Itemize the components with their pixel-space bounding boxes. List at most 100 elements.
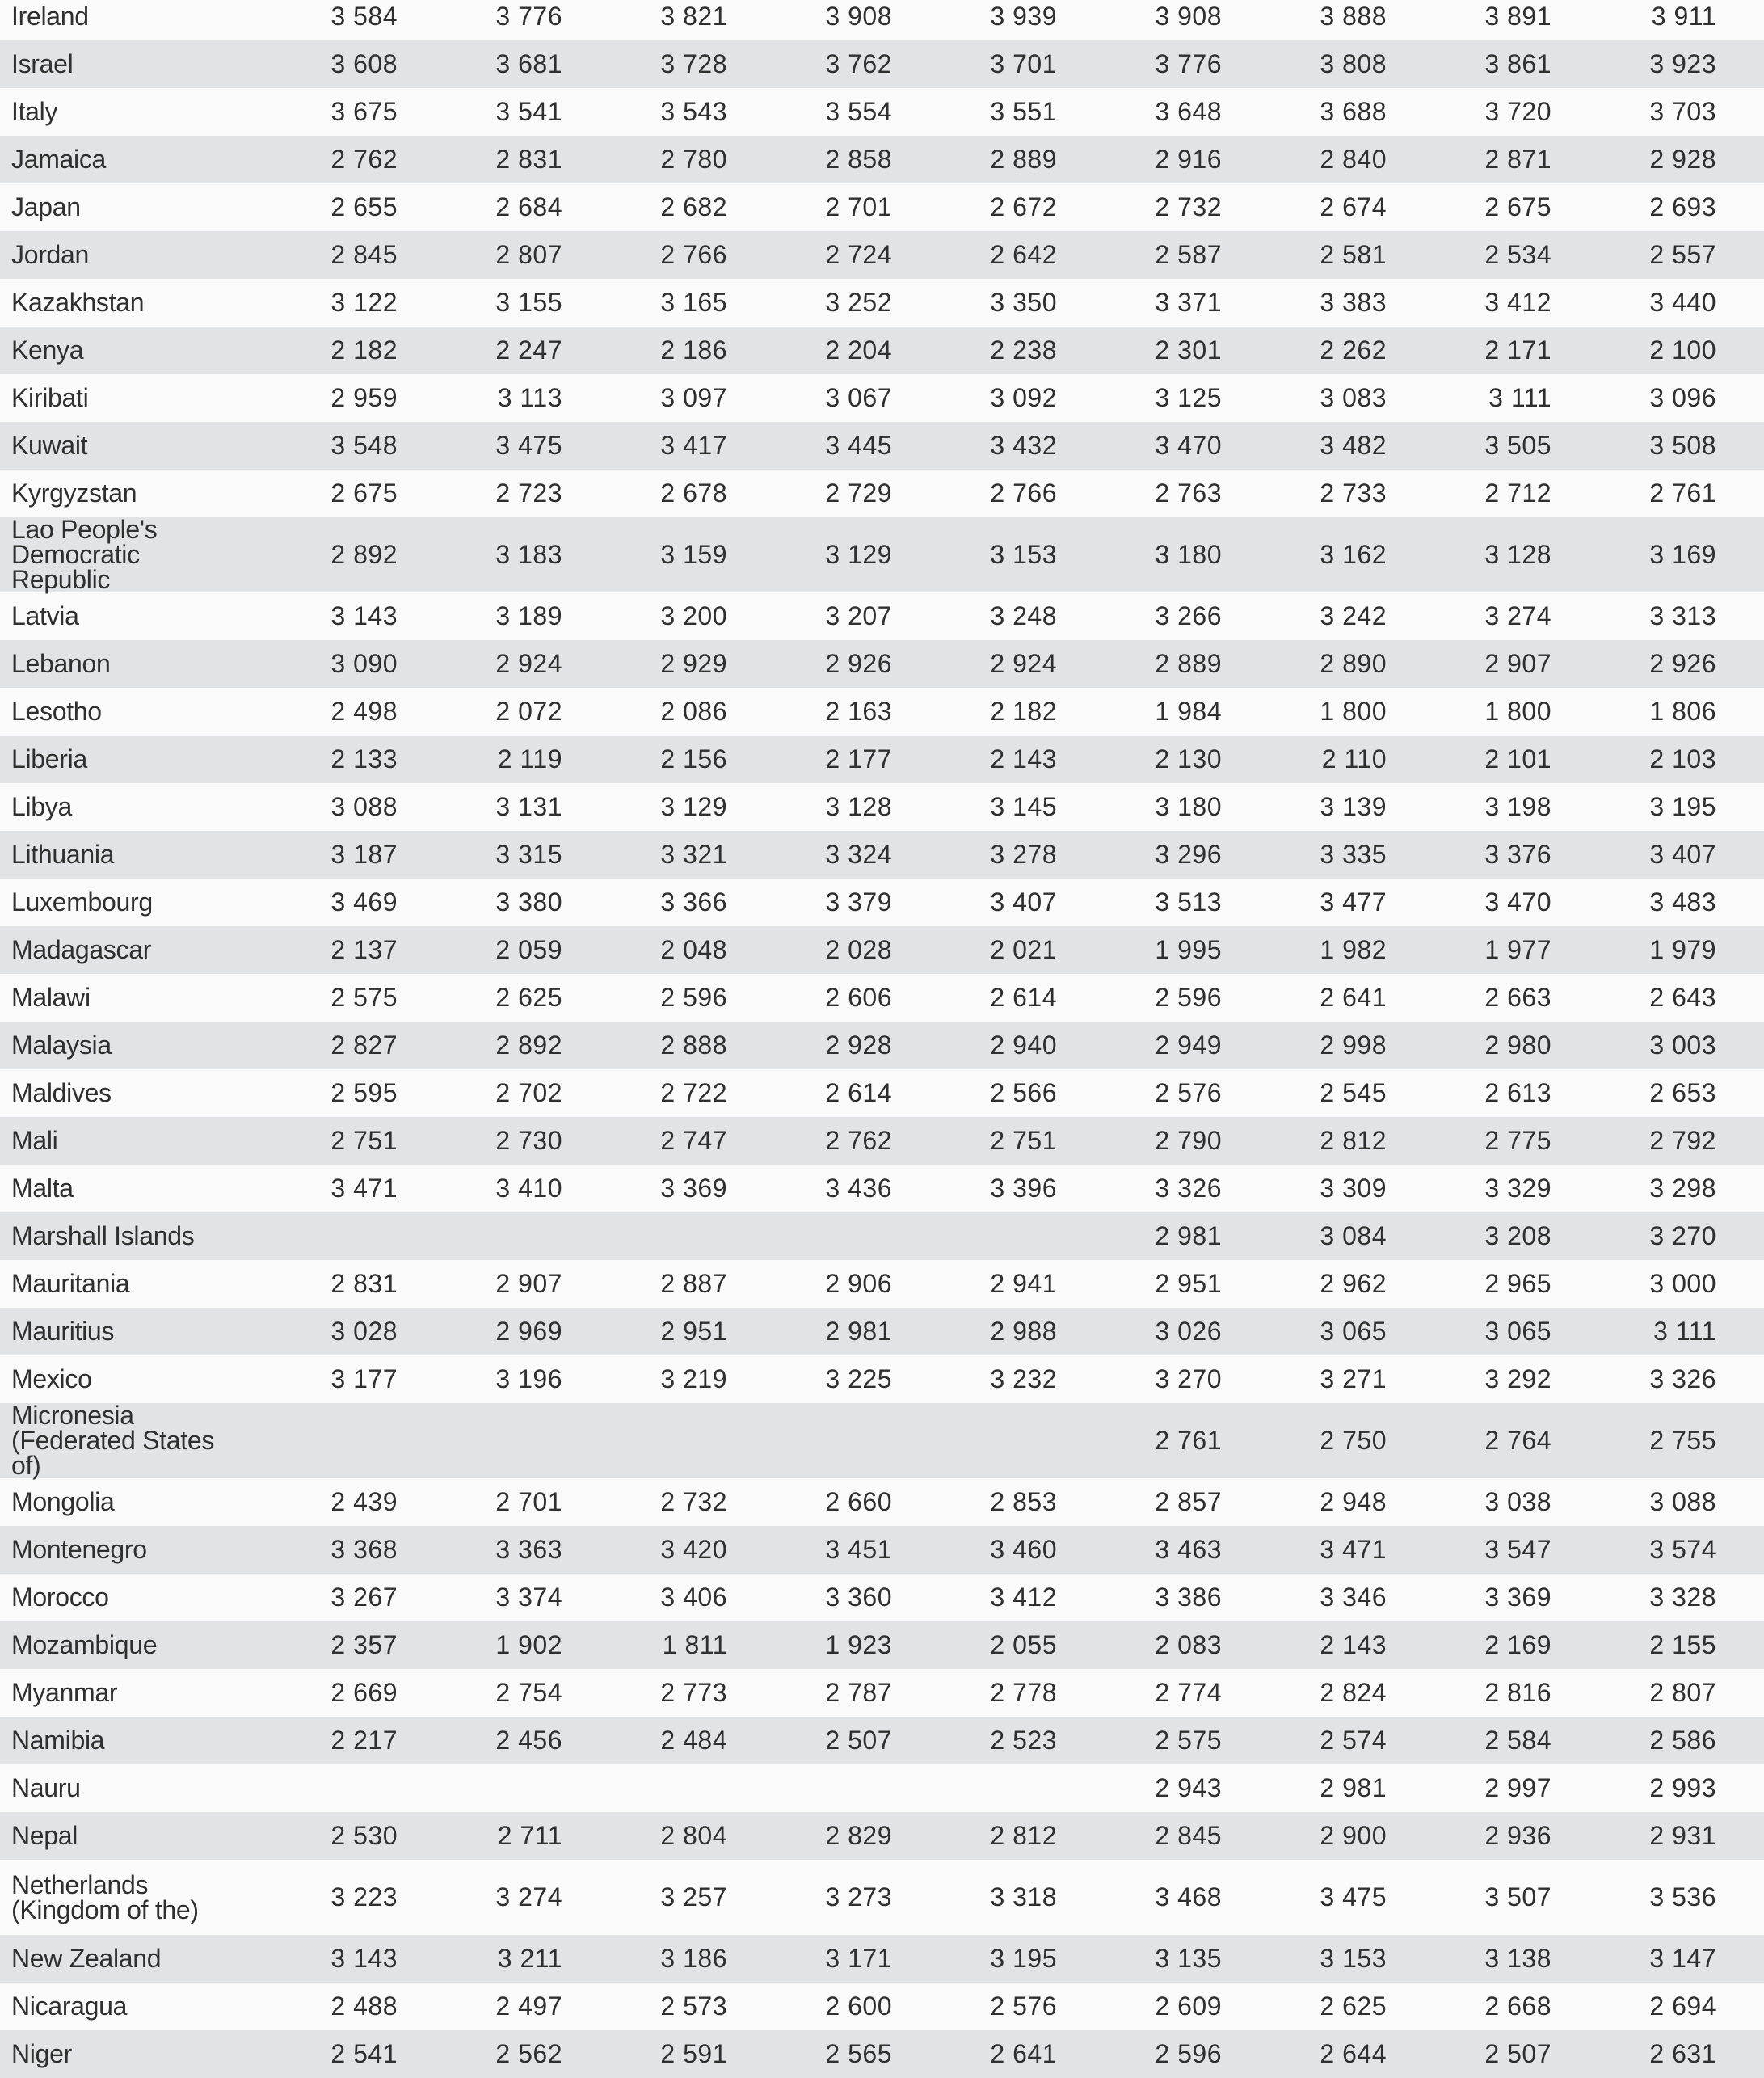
value-cell: 3 543 [660, 97, 727, 126]
value-cell: 3 111 [1653, 1317, 1716, 1346]
value-cell: 2 812 [990, 1821, 1057, 1850]
value-cell: 2 534 [1484, 240, 1551, 269]
country-name: Kyrgyzstan [11, 478, 137, 508]
value-cell: 2 155 [1649, 1630, 1716, 1659]
value-cell: 3 232 [990, 1364, 1057, 1393]
value-cell: 2 762 [825, 1126, 892, 1155]
value-cell: 2 614 [825, 1078, 892, 1107]
value-cell: 3 469 [330, 887, 398, 917]
value-cell: 3 410 [495, 1174, 562, 1203]
value-cell: 3 406 [660, 1583, 727, 1612]
value-cell: 2 951 [1155, 1269, 1222, 1298]
value-cell: 2 100 [1649, 335, 1716, 365]
country-name: Madagascar [11, 935, 152, 964]
value-cell: 2 941 [990, 1269, 1057, 1298]
value-cell: 3 067 [825, 383, 892, 412]
table-row: Israel 3 608 3 681 3 728 3 762 3 701 3 776 3 80… [0, 40, 1764, 88]
value-cell: 2 028 [825, 935, 892, 964]
value-cell: 3 360 [825, 1583, 892, 1612]
value-cell: 3 471 [1320, 1535, 1387, 1564]
value-cell: 3 407 [1649, 840, 1716, 869]
country-name: Malaysia [11, 1031, 112, 1060]
country-name: Marshall Islands [11, 1221, 195, 1250]
value-cell: 1 984 [1155, 697, 1222, 726]
country-name: Jordan [11, 240, 90, 269]
value-cell: 3 196 [495, 1364, 562, 1393]
value-cell: 2 484 [660, 1726, 727, 1755]
value-cell: 3 376 [1484, 840, 1551, 869]
value-cell: 3 923 [1649, 49, 1716, 78]
value-cell: 3 608 [330, 49, 398, 78]
value-cell: 2 498 [330, 697, 398, 726]
value-cell: 2 575 [330, 983, 398, 1012]
value-cell: 3 475 [495, 431, 562, 460]
value-cell: 2 238 [990, 335, 1057, 365]
table-row: Kiribati 2 959 3 113 3 097 3 067 3 092 3 125 3 … [0, 374, 1764, 422]
value-cell: 3 513 [1155, 887, 1222, 917]
value-cell: 2 924 [990, 649, 1057, 678]
value-cell: 2 831 [495, 145, 562, 174]
value-cell: 2 541 [330, 2039, 398, 2068]
value-cell: 3 189 [495, 601, 562, 630]
value-cell: 2 682 [660, 192, 727, 221]
value-cell: 2 133 [330, 744, 398, 773]
value-cell: 2 780 [660, 145, 727, 174]
value-cell: 3 187 [330, 840, 398, 869]
value-cell: 2 669 [330, 1678, 398, 1707]
value-cell: 2 790 [1155, 1126, 1222, 1155]
country-name: Morocco [11, 1583, 109, 1612]
value-cell: 2 730 [495, 1126, 562, 1155]
value-cell: 1 902 [495, 1630, 562, 1659]
value-cell: 2 557 [1649, 240, 1716, 269]
value-cell: 3 648 [1155, 97, 1222, 126]
value-cell: 2 962 [1320, 1269, 1387, 1298]
value-cell: 2 675 [330, 478, 398, 508]
country-name: Nicaragua [11, 1992, 128, 2021]
value-cell: 3 219 [660, 1364, 727, 1393]
value-cell: 3 296 [1155, 840, 1222, 869]
value-cell: 2 761 [1155, 1426, 1222, 1455]
value-cell: 2 182 [330, 335, 398, 365]
value-cell: 2 182 [990, 697, 1057, 726]
value-cell: 3 096 [1649, 383, 1716, 412]
value-cell: 2 831 [330, 1269, 398, 1298]
value-cell: 3 321 [660, 840, 727, 869]
value-cell: 2 747 [660, 1126, 727, 1155]
country-name: Mauritania [11, 1269, 130, 1298]
value-cell: 3 271 [1320, 1364, 1387, 1393]
value-cell: 1 923 [825, 1630, 892, 1659]
value-cell: 2 857 [1155, 1487, 1222, 1516]
value-cell: 2 204 [825, 335, 892, 365]
value-cell: 3 369 [660, 1174, 727, 1203]
value-cell: 3 508 [1649, 431, 1716, 460]
country-name: Liberia [11, 744, 87, 773]
value-cell: 3 574 [1649, 1535, 1716, 1564]
value-cell: 3 195 [990, 1944, 1057, 1973]
value-cell: 3 468 [1155, 1882, 1222, 1912]
value-cell: 2 156 [660, 744, 727, 773]
value-cell: 2 262 [1320, 335, 1387, 365]
value-cell: 2 845 [1155, 1821, 1222, 1850]
value-cell: 2 523 [990, 1726, 1057, 1755]
value-cell: 2 732 [1155, 192, 1222, 221]
value-cell: 3 200 [660, 601, 727, 630]
value-cell: 2 576 [990, 1992, 1057, 2021]
value-cell: 2 137 [330, 935, 398, 964]
table-row: Marshall Islands 2 981 3 084 3 208 3 270 [0, 1212, 1764, 1260]
value-cell: 2 827 [330, 1031, 398, 1060]
value-cell: 3 083 [1320, 383, 1387, 412]
value-cell: 3 554 [825, 97, 892, 126]
value-cell: 3 026 [1155, 1317, 1222, 1346]
country-name: Micronesia (Federated States of) [11, 1401, 215, 1480]
value-cell: 3 821 [660, 2, 727, 31]
value-cell: 2 674 [1320, 192, 1387, 221]
value-cell: 3 328 [1649, 1583, 1716, 1612]
value-cell: 3 147 [1649, 1944, 1716, 1973]
value-cell: 3 180 [1155, 540, 1222, 569]
country-name: Niger [11, 2039, 72, 2068]
value-cell: 3 366 [660, 887, 727, 917]
value-cell: 2 998 [1320, 1031, 1387, 1060]
value-cell: 2 675 [1484, 192, 1551, 221]
table-row: Mongolia 2 439 2 701 2 732 2 660 2 853 2 857 2 … [0, 1478, 1764, 1526]
